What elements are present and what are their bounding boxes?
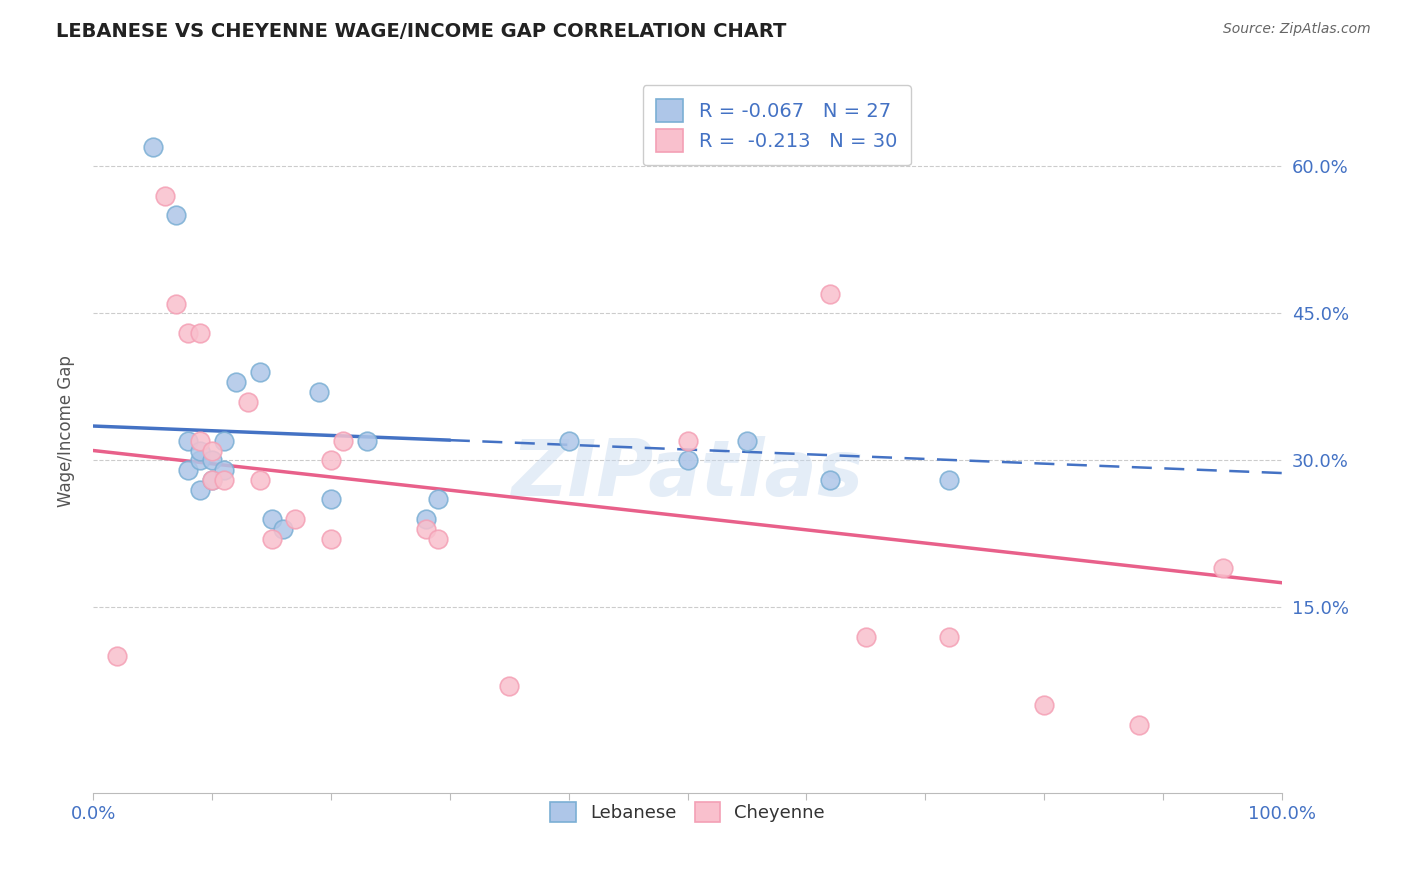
Point	[319, 492, 342, 507]
Point	[201, 453, 224, 467]
Point	[356, 434, 378, 448]
Y-axis label: Wage/Income Gap: Wage/Income Gap	[58, 355, 75, 507]
Point	[212, 463, 235, 477]
Point	[1033, 698, 1056, 713]
Point	[212, 473, 235, 487]
Text: Source: ZipAtlas.com: Source: ZipAtlas.com	[1223, 22, 1371, 37]
Point	[558, 434, 581, 448]
Point	[308, 384, 330, 399]
Point	[188, 443, 211, 458]
Point	[319, 532, 342, 546]
Point	[165, 296, 187, 310]
Point	[319, 453, 342, 467]
Point	[260, 512, 283, 526]
Point	[236, 394, 259, 409]
Point	[249, 365, 271, 379]
Point	[735, 434, 758, 448]
Point	[415, 522, 437, 536]
Point	[142, 140, 165, 154]
Point	[177, 434, 200, 448]
Point	[1128, 718, 1150, 732]
Point	[820, 286, 842, 301]
Point	[820, 473, 842, 487]
Point	[855, 630, 877, 644]
Point	[188, 453, 211, 467]
Point	[260, 532, 283, 546]
Point	[225, 375, 247, 389]
Point	[676, 453, 699, 467]
Point	[188, 434, 211, 448]
Point	[177, 463, 200, 477]
Point	[427, 532, 450, 546]
Text: ZIPatlas: ZIPatlas	[512, 436, 863, 512]
Point	[284, 512, 307, 526]
Point	[676, 434, 699, 448]
Legend: Lebanese, Cheyenne: Lebanese, Cheyenne	[537, 789, 838, 835]
Point	[938, 630, 960, 644]
Point	[165, 209, 187, 223]
Point	[188, 326, 211, 340]
Point	[212, 434, 235, 448]
Point	[498, 679, 520, 693]
Point	[105, 649, 128, 664]
Point	[201, 473, 224, 487]
Point	[1212, 561, 1234, 575]
Point	[201, 473, 224, 487]
Point	[188, 483, 211, 497]
Point	[332, 434, 354, 448]
Point	[427, 492, 450, 507]
Text: LEBANESE VS CHEYENNE WAGE/INCOME GAP CORRELATION CHART: LEBANESE VS CHEYENNE WAGE/INCOME GAP COR…	[56, 22, 786, 41]
Point	[153, 189, 176, 203]
Point	[249, 473, 271, 487]
Point	[273, 522, 295, 536]
Point	[201, 443, 224, 458]
Point	[177, 326, 200, 340]
Point	[415, 512, 437, 526]
Point	[938, 473, 960, 487]
